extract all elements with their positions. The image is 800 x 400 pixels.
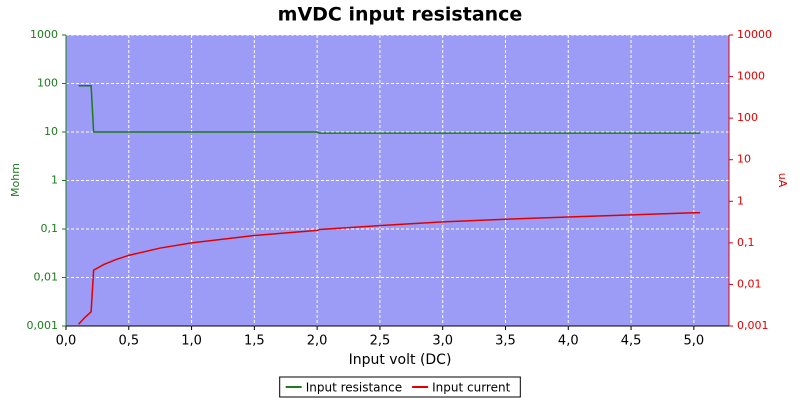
legend-label: Input current <box>432 381 510 395</box>
y-tick-label: 1 <box>51 174 58 187</box>
y2-axis-label: uA <box>776 173 789 188</box>
y2-tick-label: 0,1 <box>737 236 755 249</box>
y2-tick-label: 0,001 <box>737 319 769 332</box>
legend-box <box>279 376 521 398</box>
chart-title: mVDC input resistance <box>278 4 523 26</box>
y2-tick-label: 10000 <box>737 28 772 41</box>
y-axis-label: Mohm <box>9 163 22 197</box>
legend: Input resistance Input current <box>279 376 521 398</box>
x-tick-label: 3,5 <box>495 334 516 349</box>
x-axis-label: Input volt (DC) <box>349 352 452 368</box>
x-tick-label: 0,0 <box>56 334 77 349</box>
x-tick-label: 1,5 <box>244 334 265 349</box>
y-tick-label: 0,1 <box>41 222 59 235</box>
y2-tick-label: 100 <box>737 111 758 124</box>
y2-tick-label: 1 <box>737 194 744 207</box>
y2-tick-label: 10 <box>737 153 751 166</box>
x-tick-label: 0,5 <box>118 334 139 349</box>
y-tick-label: 0,01 <box>34 271 59 284</box>
y-tick-label: 10 <box>44 125 58 138</box>
x-tick-label: 1,0 <box>181 334 202 349</box>
x-tick-label: 2,0 <box>307 334 328 349</box>
y2-tick-label: 1000 <box>737 70 765 83</box>
x-tick-label: 3,0 <box>432 334 453 349</box>
x-tick-label: 2,5 <box>370 334 391 349</box>
x-tick-label: 4,5 <box>621 334 642 349</box>
x-tick-label: 4,0 <box>558 334 579 349</box>
y-tick-label: 0,001 <box>27 319 59 332</box>
x-tick-label: 5,0 <box>683 334 704 349</box>
series-line <box>78 84 701 134</box>
y2-tick-label: 0,01 <box>737 277 762 290</box>
y-tick-label: 1000 <box>30 28 58 41</box>
legend-label: Input resistance <box>306 381 402 395</box>
series-line <box>78 211 701 325</box>
y-tick-label: 100 <box>37 77 58 90</box>
